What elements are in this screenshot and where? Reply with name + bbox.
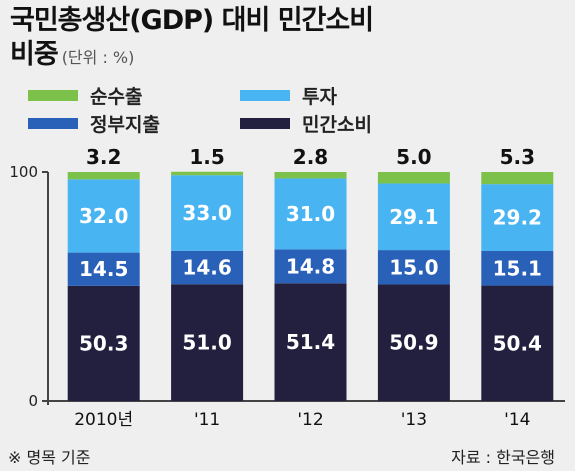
bar-segment-net_exports <box>67 172 140 180</box>
bar-segment-investment <box>377 183 450 251</box>
y-tick-label: 0 <box>28 392 38 410</box>
data-label-investment: 33.0 <box>182 201 231 225</box>
y-tick-label: 100 <box>9 163 38 181</box>
data-label-government: 14.5 <box>79 257 128 281</box>
data-label-investment: 29.2 <box>493 206 542 230</box>
bar-segment-investment <box>274 178 347 250</box>
bar-segment-investment <box>67 179 140 253</box>
data-label-net_exports: 3.2 <box>86 145 121 169</box>
chart-title: 국민총생산(GDP) 대비 민간소비 <box>10 4 374 38</box>
data-label-private: 50.3 <box>79 331 128 355</box>
legend-label-net-exports: 순수출 <box>90 86 143 108</box>
bar-segment-government <box>377 250 450 285</box>
legend-label-private: 민간소비 <box>302 114 372 136</box>
bar-segment-investment <box>481 184 554 252</box>
footnote: ※ 명목 기준 <box>8 448 91 467</box>
source-label: 자료 : 한국은행 <box>451 448 555 467</box>
legend-label-government: 정부지출 <box>90 114 160 136</box>
x-tick-label: '14 <box>504 410 530 430</box>
bar-segment-net_exports <box>171 171 244 176</box>
bar-segment-private <box>481 285 554 401</box>
data-label-government: 15.1 <box>493 256 542 280</box>
bar-segment-net_exports <box>274 172 347 179</box>
data-label-private: 50.4 <box>493 331 542 355</box>
data-label-government: 14.6 <box>182 255 231 279</box>
data-label-investment: 31.0 <box>286 202 335 226</box>
chart-title-text-2: 비중 <box>10 39 59 70</box>
bar-segment-net_exports <box>481 172 554 185</box>
data-label-net_exports: 1.5 <box>189 145 224 169</box>
legend-swatch-government <box>28 118 78 129</box>
x-tick-label: '11 <box>194 410 220 430</box>
legend-item-investment: 투자 <box>240 82 337 109</box>
data-label-government: 15.0 <box>389 255 438 279</box>
x-tick-label: 2010년 <box>74 410 133 430</box>
legend-item-net-exports: 순수출 <box>28 82 142 109</box>
x-tick-label: '13 <box>401 410 427 430</box>
bar-segment-government <box>481 251 554 286</box>
data-label-net_exports: 5.0 <box>396 145 431 169</box>
bar-segment-investment <box>171 175 244 251</box>
chart-title-text: 국민총생산(GDP) 대비 민간소비 <box>10 5 374 36</box>
bar-segment-private <box>377 284 450 401</box>
legend-swatch-net-exports <box>28 90 78 101</box>
data-label-investment: 29.1 <box>389 205 438 229</box>
bar-segment-private <box>67 285 140 401</box>
unit-label: (단위 : %) <box>61 48 135 67</box>
bar-segment-private <box>171 284 244 401</box>
legend-swatch-investment <box>240 90 290 101</box>
legend: 순수출 투자 정부지출 민간소비 <box>0 0 575 140</box>
bar-segment-government <box>67 252 140 286</box>
data-label-investment: 32.0 <box>79 204 128 228</box>
data-label-private: 51.4 <box>286 330 335 354</box>
legend-label-investment: 투자 <box>302 86 337 108</box>
bar-segment-government <box>274 249 347 284</box>
data-label-net_exports: 5.3 <box>500 145 535 169</box>
x-tick-label: '12 <box>297 410 323 430</box>
legend-swatch-private <box>240 118 290 129</box>
bar-segment-government <box>171 250 244 285</box>
legend-item-government: 정부지출 <box>28 110 160 137</box>
data-label-net_exports: 2.8 <box>293 145 328 169</box>
bar-segment-net_exports <box>377 172 450 184</box>
chart-title-line2: 비중 (단위 : %) <box>10 38 134 75</box>
legend-item-private: 민간소비 <box>240 110 372 137</box>
data-label-private: 50.9 <box>389 331 438 355</box>
data-label-government: 14.8 <box>286 254 335 278</box>
bar-segment-private <box>274 283 347 401</box>
data-label-private: 51.0 <box>182 331 231 355</box>
